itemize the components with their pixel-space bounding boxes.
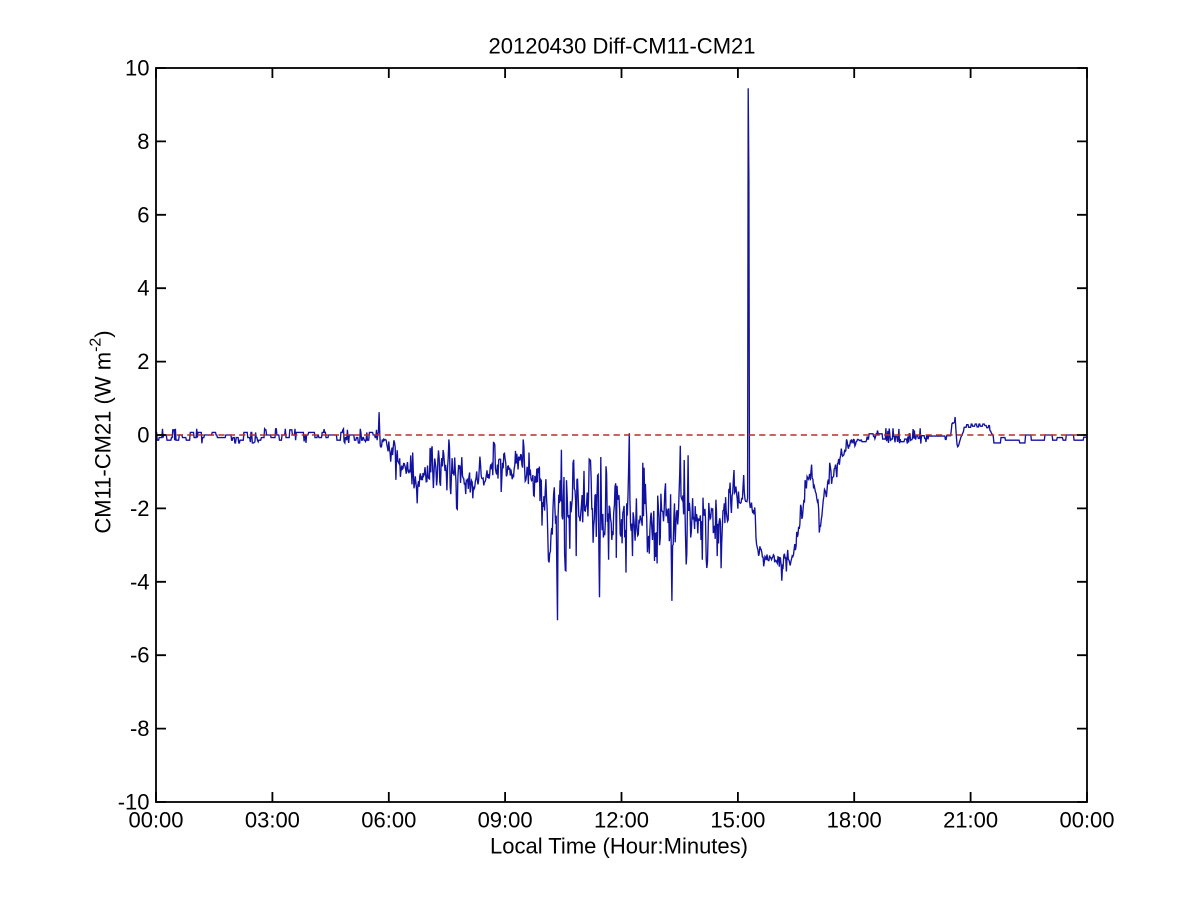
svg-text:00:00: 00:00 [1059, 808, 1114, 833]
svg-text:-10: -10 [118, 790, 150, 815]
svg-text:21:00: 21:00 [943, 808, 998, 833]
svg-text:18:00: 18:00 [827, 808, 882, 833]
svg-text:09:00: 09:00 [478, 808, 533, 833]
svg-text:-2: -2 [130, 496, 150, 521]
svg-text:2: 2 [137, 349, 149, 374]
svg-text:Local Time (Hour:Minutes): Local Time (Hour:Minutes) [490, 834, 748, 859]
svg-text:10: 10 [125, 56, 149, 81]
svg-text:15:00: 15:00 [710, 808, 765, 833]
svg-text:06:00: 06:00 [361, 808, 416, 833]
svg-text:4: 4 [137, 276, 149, 301]
svg-text:00:00: 00:00 [128, 808, 183, 833]
svg-text:CM11-CM21 (W m-2): CM11-CM21 (W m-2) [88, 330, 116, 533]
svg-text:8: 8 [137, 129, 149, 154]
svg-text:0: 0 [137, 423, 149, 448]
svg-text:6: 6 [137, 202, 149, 227]
svg-text:-6: -6 [130, 643, 150, 668]
svg-text:03:00: 03:00 [245, 808, 300, 833]
svg-text:12:00: 12:00 [594, 808, 649, 833]
svg-text:-8: -8 [130, 716, 150, 741]
svg-text:-4: -4 [130, 569, 150, 594]
svg-text:20120430 Diff-CM11-CM21: 20120430 Diff-CM11-CM21 [489, 34, 756, 59]
